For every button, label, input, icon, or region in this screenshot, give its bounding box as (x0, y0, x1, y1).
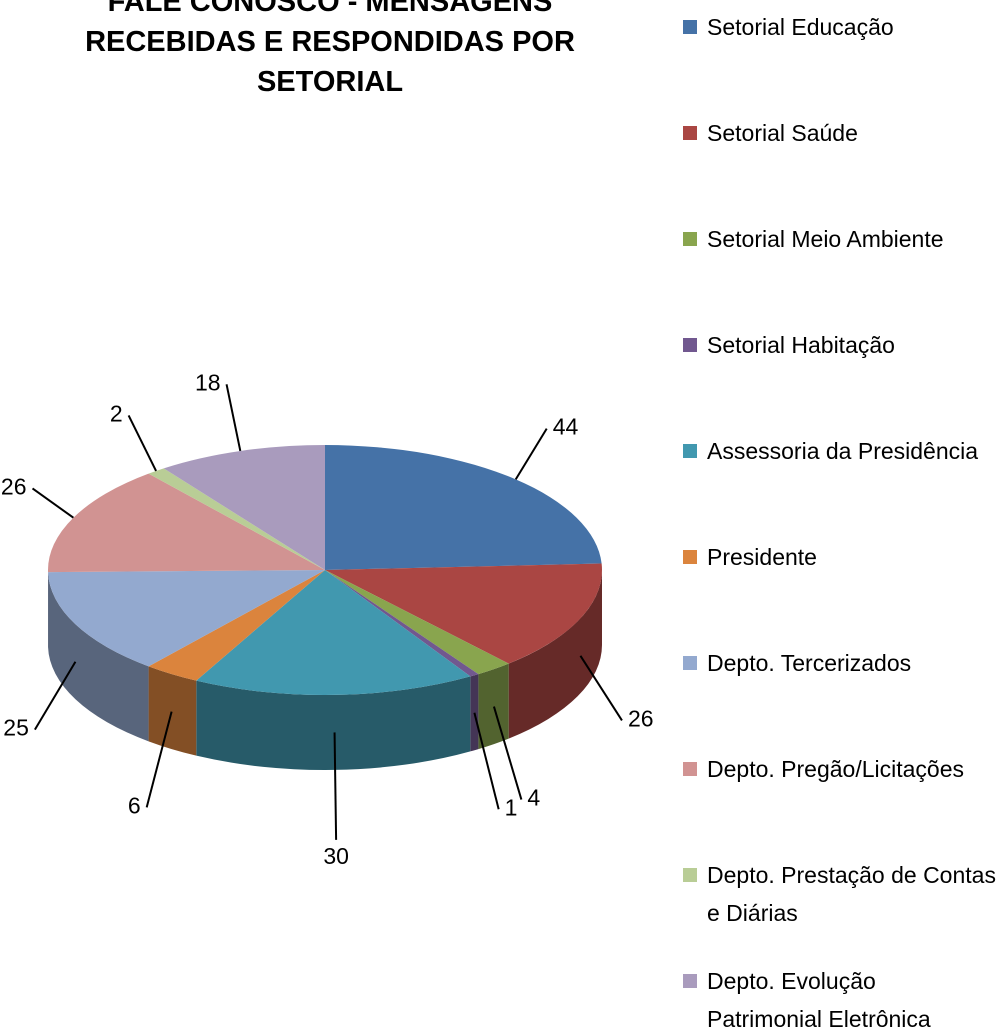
legend-label: Setorial Saúde (707, 120, 858, 146)
data-label: 1 (505, 794, 518, 820)
legend-swatch (683, 656, 697, 670)
legend-swatch (683, 232, 697, 246)
legend-item: Setorial Educação (683, 8, 1000, 46)
legend-item: Assessoria da Presidência (683, 432, 1000, 470)
legend-swatch (683, 126, 697, 140)
legend-item: Depto. Prestação de Contas e Diárias (683, 856, 1000, 932)
legend-swatch (683, 868, 697, 882)
legend-item: Depto. Pregão/Licitações (683, 750, 1000, 788)
legend-swatch (683, 974, 697, 988)
legend-label: Depto. Pregão/Licitações (707, 756, 964, 782)
legend-label: Presidente (707, 544, 817, 570)
data-label: 4 (527, 785, 540, 811)
slice (148, 570, 325, 681)
data-label: 25 (3, 715, 29, 741)
legend-swatch (683, 20, 697, 34)
legend-item: Depto. Tercerizados (683, 644, 1000, 682)
legend-swatch (683, 338, 697, 352)
legend-label: Setorial Habitação (707, 332, 895, 358)
legend-item: Presidente (683, 538, 1000, 576)
slice (325, 445, 602, 570)
legend-item: Setorial Meio Ambiente (683, 220, 1000, 258)
leader-line (31, 487, 74, 519)
leader-line (579, 655, 623, 721)
slice (325, 570, 479, 677)
slice-side (508, 570, 602, 739)
data-label: 44 (553, 414, 579, 440)
data-label: 18 (195, 369, 221, 395)
data-label: 26 (628, 705, 654, 731)
data-label: 6 (128, 792, 141, 818)
slice (325, 563, 602, 664)
leader-line (34, 661, 77, 731)
legend-item: Setorial Habitação (683, 326, 1000, 364)
legend-label: Assessoria da Presidência (707, 438, 979, 464)
leader-line (473, 712, 500, 810)
leader-line (514, 428, 548, 480)
slice-side (148, 666, 197, 756)
pie-area: 44 26 41 30 6 25 26 2 18 (1, 369, 654, 869)
slice (163, 445, 325, 570)
data-label: 2 (110, 401, 123, 427)
legend-label: Setorial Meio Ambiente (707, 226, 944, 252)
data-label: 30 (323, 843, 349, 869)
data-label: 26 (1, 474, 27, 500)
slice (48, 570, 326, 667)
legend-label: Depto. Evolução Patrimonial Eletrônica (707, 968, 931, 1032)
slice-side (196, 676, 471, 771)
leader-line (127, 415, 157, 472)
legend-item: Setorial Saúde (683, 114, 1000, 152)
leader-line (225, 384, 242, 452)
legend-label: Depto. Prestação de Contas e Diárias (707, 862, 996, 926)
slice (196, 570, 471, 695)
legend-label: Setorial Educação (707, 14, 894, 40)
slice-side (478, 663, 509, 750)
slice (325, 570, 509, 675)
chart-title: FALE CONOSCO - MENSAGENS RECEBIDAS E RES… (85, 0, 575, 98)
legend-swatch (683, 762, 697, 776)
legend-swatch (683, 550, 697, 564)
leader-line (492, 706, 523, 800)
slice (48, 473, 325, 573)
legend-item: Depto. Evolução Patrimonial Eletrônica (683, 962, 1000, 1034)
slice-side (470, 674, 479, 752)
legend-label: Depto. Tercerizados (707, 650, 912, 676)
legend-swatch (683, 444, 697, 458)
leader-line (333, 732, 338, 840)
slice (148, 468, 325, 570)
slice-side (48, 572, 149, 742)
leader-line (145, 711, 173, 808)
